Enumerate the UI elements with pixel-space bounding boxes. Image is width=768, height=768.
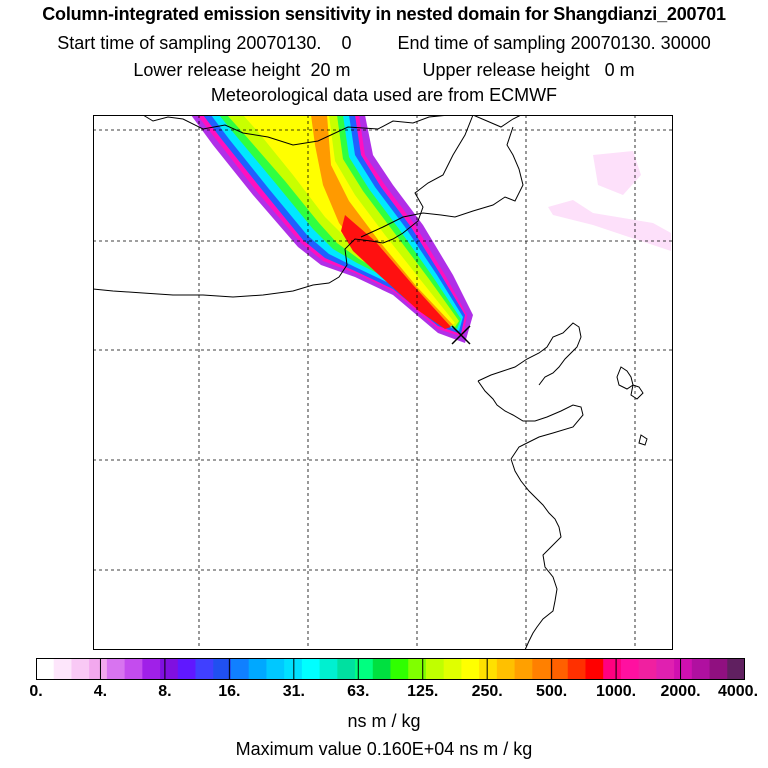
colorbar-cell [53, 658, 72, 680]
colorbar-cell [532, 658, 551, 680]
colorbar-cell [390, 658, 409, 680]
plume-band-red [341, 215, 451, 329]
colorbar-tick-label: 4. [93, 683, 108, 700]
lat-lon-grid [93, 115, 673, 650]
colorbar-cell [230, 658, 250, 680]
start-hour: 0 [341, 33, 352, 53]
colorbar-cell [443, 658, 462, 680]
colorbar-cell [372, 658, 391, 680]
coastline-liaodong [472, 115, 522, 128]
colorbar-tick-label: 2000. [660, 683, 701, 700]
colorbar-border [36, 658, 745, 680]
coastline-korea-bay [477, 322, 582, 386]
colorbar-cell [603, 658, 622, 680]
map-panel [93, 115, 673, 650]
colorbar-cell [160, 658, 179, 680]
colorbar-cell [266, 658, 285, 680]
coastline-shandong [477, 380, 584, 460]
upper-label: Upper release height [422, 60, 590, 80]
colorbar-cell [71, 658, 90, 680]
start-label: Start time of sampling [57, 33, 232, 53]
colorbar-cell [124, 658, 143, 680]
colorbar-cell [479, 658, 498, 680]
sparse-plume-patch-1 [593, 151, 641, 195]
island-1 [616, 366, 634, 390]
colorbar-tick-label: 0. [29, 683, 43, 700]
colorbar-tick-label: 125. [407, 683, 439, 700]
island-3 [638, 434, 648, 446]
coastline-east [510, 458, 562, 650]
colorbar-tick-label: 250. [471, 683, 503, 700]
coastline-north [142, 115, 450, 146]
colorbar-cell [36, 658, 55, 680]
colorbar-cell [284, 658, 303, 680]
colorbar-cell [461, 658, 480, 680]
colorbar-cell [585, 658, 604, 680]
colorbar-cell [408, 658, 427, 680]
coastline-northeast [360, 126, 524, 238]
colorbar-tick-label: 31. [282, 683, 305, 700]
colorbar-cell [355, 658, 374, 680]
colorbar-tick-label: 8. [158, 683, 172, 700]
colorbar-cell [674, 658, 693, 680]
release-heights: Lower release height 20 m Upper release … [0, 60, 768, 81]
upper-value: 0 m [604, 60, 635, 80]
colorbar-tick-label: 1000. [596, 683, 637, 700]
colorbar-cell [638, 658, 657, 680]
colorbar-cell [514, 658, 533, 680]
colorbar-units: ns m / kg [347, 711, 421, 731]
colorbar [36, 658, 745, 680]
plume-band-orange [311, 115, 453, 327]
colorbar-tick-label: 16. [218, 683, 241, 700]
plot-title: Column-integrated emission sensitivity i… [42, 4, 726, 24]
colorbar-cell [195, 658, 214, 680]
colorbar-cell [691, 658, 710, 680]
colorbar-cell [213, 658, 232, 680]
met-data-note: Meteorological data used are from ECMWF [210, 85, 558, 105]
colorbar-cell [567, 658, 586, 680]
colorbar-tick-label: 4000. [717, 683, 759, 700]
colorbar-cell [550, 658, 569, 680]
colorbar-cell [425, 658, 445, 680]
end-label: End time of sampling [397, 33, 566, 53]
colorbar-dividers [99, 658, 682, 680]
map-border [93, 115, 673, 650]
colorbar-cell [337, 658, 356, 680]
colorbar-cell [656, 658, 675, 680]
island-2 [630, 384, 644, 400]
colorbar-cell [496, 658, 515, 680]
sampling-times: Start time of sampling 20070130. 0 End t… [0, 33, 768, 54]
coastline-bohai [93, 115, 474, 298]
colorbar-cell [709, 658, 728, 680]
colorbar-cell [177, 658, 196, 680]
emission-sensitivity-plume [191, 115, 671, 343]
maximum-value: Maximum value 0.160E+04 ns m / kg [235, 739, 533, 759]
coastlines [93, 115, 648, 650]
colorbar-cell [89, 658, 108, 680]
sparse-plume-patch-2 [548, 200, 671, 251]
release-site-marker-icon [451, 325, 471, 345]
colorbar-cell [248, 658, 267, 680]
lower-value: 20 m [310, 60, 351, 80]
colorbar-cell [106, 658, 126, 680]
colorbar-cell [301, 658, 321, 680]
lower-label: Lower release height [133, 60, 301, 80]
colorbar-tick-label: 500. [536, 683, 568, 700]
colorbar-tick-label: 63. [347, 683, 370, 700]
colorbar-cell [142, 658, 161, 680]
colorbar-cell [319, 658, 338, 680]
colorbar-cell [620, 658, 640, 680]
start-value: 20070130. [236, 33, 322, 53]
colorbar-cells [36, 658, 745, 680]
end-value: 20070130. 30000 [570, 33, 711, 53]
colorbar-cell [727, 658, 745, 680]
